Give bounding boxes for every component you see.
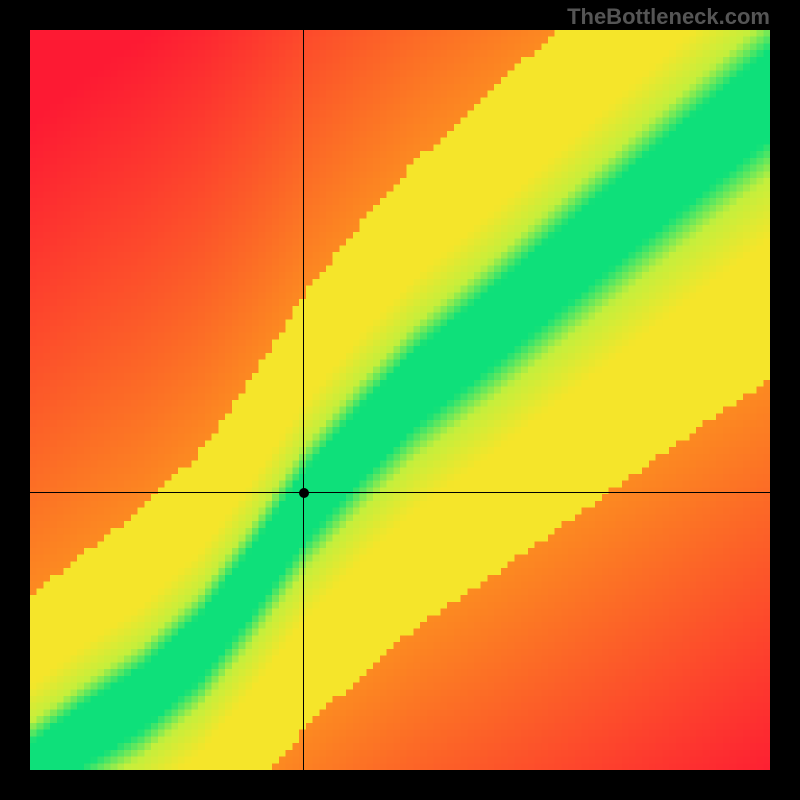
crosshair-horizontal (30, 492, 770, 493)
crosshair-vertical (303, 30, 304, 770)
bottleneck-heatmap (30, 30, 770, 770)
crosshair-point (299, 488, 309, 498)
watermark-text: TheBottleneck.com (567, 4, 770, 30)
